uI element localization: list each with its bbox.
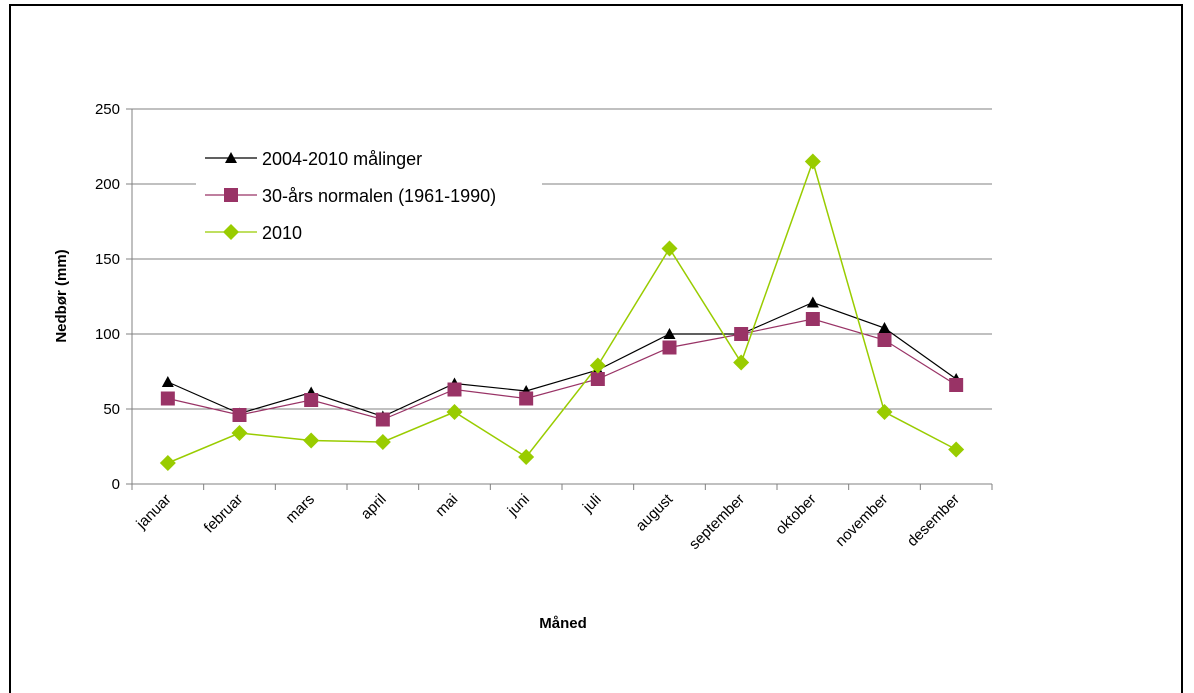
x-tick-label-september: september [686,491,748,553]
y-tick-label-250: 250 [95,101,120,118]
data-point-2-februar [231,425,248,441]
x-tick-label-desember: desember [904,491,963,550]
series-line-1 [167,318,957,421]
legend-marker-0 [225,152,237,163]
data-point-1-september [734,327,749,341]
data-point-0-oktober [806,296,819,308]
y-axis-title: Nedbør (mm) [53,249,70,342]
series-markers-1 [160,312,964,427]
data-point-2-august [661,240,678,257]
x-axis-title: Måned [539,615,587,632]
data-point-2-oktober [804,153,821,170]
series-line-0 [167,301,957,418]
data-point-0-januar [161,376,174,387]
x-tick-label-februar: februar [201,491,247,537]
x-tick-label-juli: juli [579,491,605,517]
x-tick-label-mars: mars [282,491,318,527]
legend-label-2: 2010 [262,223,302,243]
y-tick-label-150: 150 [95,251,120,268]
data-point-2-mars [303,432,320,449]
data-point-2-mai [446,404,463,420]
y-tick-label-0: 0 [112,476,120,493]
x-tick-label-april: april [358,491,390,523]
data-point-0-august [663,328,676,339]
data-point-2-juni [518,449,535,465]
data-point-2-desember [948,441,965,458]
series-line-2 [167,159,957,464]
data-point-1-mars [304,393,319,407]
series-markers-0 [161,296,963,422]
data-point-1-mai [447,382,462,397]
data-point-2-januar [159,455,176,471]
x-tick-label-juni: juni [504,491,533,520]
data-point-2-april [374,434,391,450]
data-point-1-juli [590,372,605,386]
y-tick-label-200: 200 [95,176,120,193]
x-tick-label-august: august [632,490,676,534]
legend-label-1: 30-års normalen (1961-1990) [262,186,496,206]
data-point-0-november [878,322,891,333]
legend-marker-2 [223,224,239,240]
x-tick-label-oktober: oktober [772,491,819,538]
chart-frame [9,4,1183,693]
series-markers-2 [159,153,965,471]
x-tick-label-november: november [832,491,891,550]
series-2 [167,159,957,464]
data-point-1-april [375,412,390,427]
series-0 [167,301,957,418]
gridlines [132,108,992,410]
data-point-1-juni [519,391,534,406]
data-point-1-desember [949,378,964,392]
series-1 [167,318,957,421]
data-point-1-august [662,340,677,355]
data-point-1-oktober [805,312,820,326]
y-tick-label-50: 50 [103,401,120,418]
legend: 2004-2010 målinger 30-års normalen (1961-… [196,140,542,248]
data-point-1-november [877,333,892,347]
data-point-2-november [876,404,893,420]
x-tick-label-januar: januar [132,491,174,533]
legend-marker-1 [224,188,238,202]
x-tick-label-mai: mai [432,491,461,520]
legend-label-0: 2004-2010 målinger [262,149,422,169]
data-point-2-juli [589,357,606,374]
y-tick-label-100: 100 [95,326,120,343]
data-point-2-september [733,354,750,371]
data-point-1-januar [160,391,175,406]
series-lines [159,153,965,471]
data-point-1-februar [232,408,247,422]
